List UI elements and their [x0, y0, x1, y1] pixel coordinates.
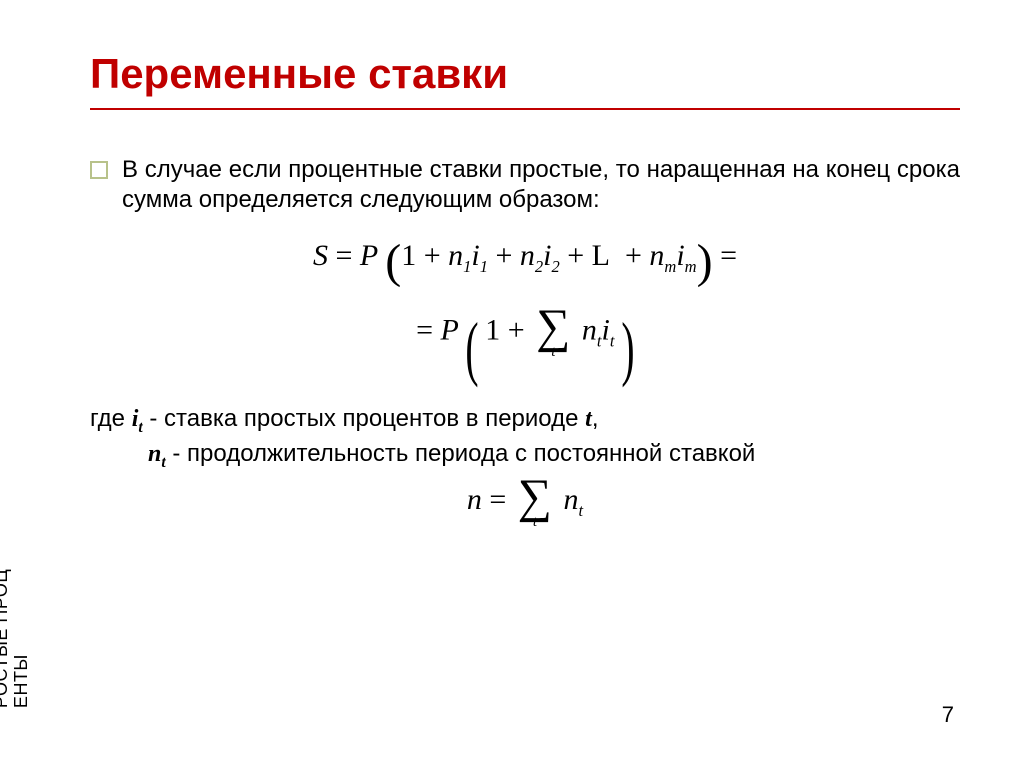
- formula-block: S = P (1 + n1i1 + n2i2 + L + nmim) = = P…: [90, 233, 960, 391]
- slide-content: Переменные ставки В случае если процентн…: [90, 50, 960, 541]
- definitions: где it - ставка простых процентов в пери…: [90, 403, 960, 473]
- formula-line-3: n = ∑ t nt: [90, 475, 960, 530]
- sidebar-lecture-label: Лекция 1. ПРОСТЫЕ ПРОЦЕНТЫ: [0, 448, 32, 708]
- bullet-icon: [90, 161, 108, 179]
- slide-title: Переменные ставки: [90, 50, 960, 110]
- formula-line-1: S = P (1 + n1i1 + n2i2 + L + nmim) =: [90, 233, 960, 291]
- bullet-row: В случае если процентные ставки простые,…: [90, 155, 960, 215]
- definition-line-2: nt - продолжительность периода с постоян…: [90, 438, 960, 473]
- page-number: 7: [942, 702, 954, 728]
- definition-line-1: где it - ставка простых процентов в пери…: [90, 403, 960, 438]
- intro-paragraph: В случае если процентные ставки простые,…: [122, 155, 960, 215]
- formula-line-2: = P ( 1 + ∑ t ntit ): [90, 305, 960, 391]
